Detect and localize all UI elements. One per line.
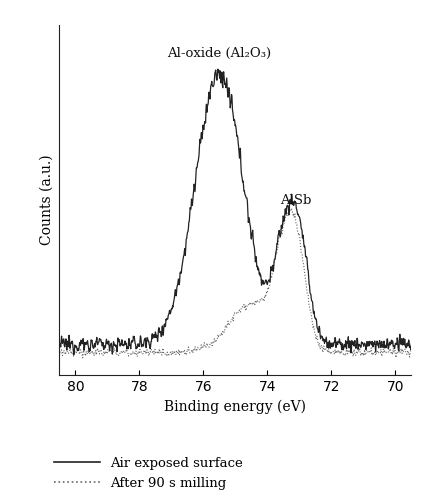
Text: Al-oxide (Al₂O₃): Al-oxide (Al₂O₃)	[167, 48, 271, 60]
X-axis label: Binding energy (eV): Binding energy (eV)	[165, 400, 306, 414]
Y-axis label: Counts (a.u.): Counts (a.u.)	[40, 154, 54, 246]
Legend: Air exposed surface, After 90 s milling: Air exposed surface, After 90 s milling	[48, 452, 248, 496]
Text: AlSb: AlSb	[280, 194, 312, 207]
